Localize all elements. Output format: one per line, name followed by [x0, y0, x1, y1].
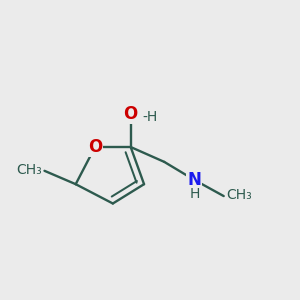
Text: CH₃: CH₃	[227, 188, 252, 202]
Text: N: N	[187, 171, 201, 189]
Text: CH₃: CH₃	[16, 163, 42, 177]
Text: O: O	[124, 105, 138, 123]
Text: -H: -H	[142, 110, 157, 124]
Text: O: O	[88, 138, 102, 156]
Text: H: H	[190, 187, 200, 201]
